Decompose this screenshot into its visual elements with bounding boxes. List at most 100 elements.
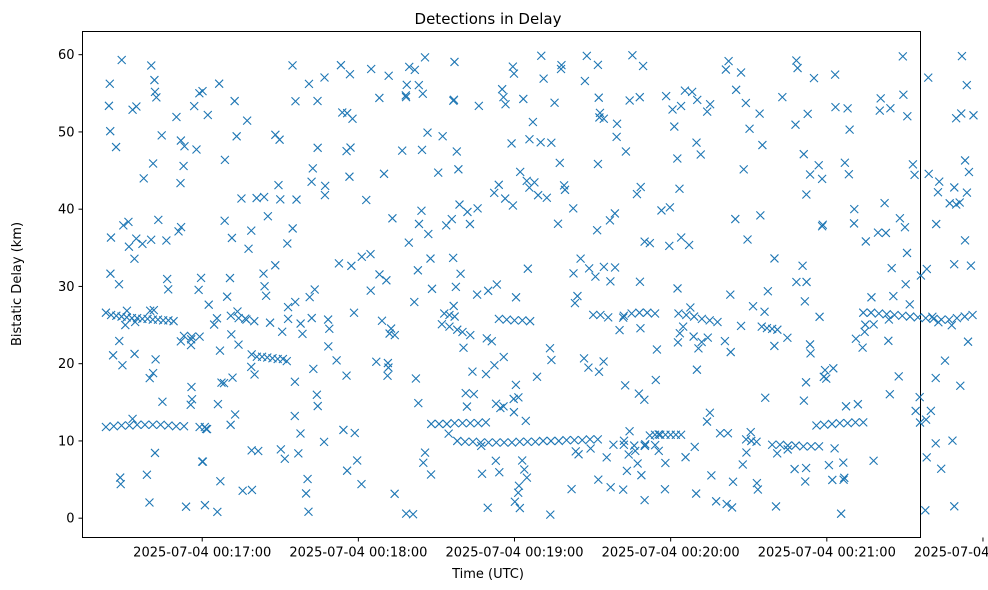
noise-point-336 xyxy=(772,448,782,458)
noise-point-278 xyxy=(397,146,407,155)
noise-point-483 xyxy=(176,337,186,346)
noise-point-480 xyxy=(605,216,615,225)
track-point-33 xyxy=(249,316,259,326)
noise-point-69 xyxy=(692,95,702,105)
noise-point-21 xyxy=(705,99,715,109)
noise-point-344 xyxy=(247,445,257,455)
noise-point-280 xyxy=(923,73,933,83)
noise-point-169 xyxy=(553,219,563,229)
noise-point-426 xyxy=(619,436,629,446)
noise-point-378 xyxy=(518,94,528,104)
noise-point-262 xyxy=(246,362,256,372)
noise-point-512 xyxy=(482,333,492,343)
noise-point-267 xyxy=(692,138,701,148)
track-point-58 xyxy=(465,330,475,340)
track-point-55 xyxy=(445,322,454,331)
noise-point-389 xyxy=(660,484,670,494)
noise-point-295 xyxy=(308,163,318,173)
noise-point-434 xyxy=(198,86,207,96)
x-axis: 2025-07-04 00:17:00 2025-07-04 00:18:00 20… xyxy=(133,537,988,561)
track-point-137 xyxy=(897,311,907,321)
track-point-26 xyxy=(187,332,197,342)
noise-point-377 xyxy=(746,427,756,437)
noise-point-329 xyxy=(423,128,432,137)
noise-point-46 xyxy=(545,343,555,353)
track-point-40 xyxy=(278,354,288,364)
noise-point-500 xyxy=(481,369,491,379)
track-point-63 xyxy=(484,438,493,447)
noise-point-501 xyxy=(672,154,682,163)
noise-point-484 xyxy=(790,464,799,474)
noise-point-187 xyxy=(886,103,895,113)
noise-point-157 xyxy=(654,430,664,439)
noise-point-363 xyxy=(247,485,257,495)
noise-point-248 xyxy=(676,233,686,242)
noise-point-398 xyxy=(308,364,318,374)
noise-point-461 xyxy=(634,389,644,398)
noise-point-358 xyxy=(690,442,700,452)
noise-point-318 xyxy=(145,373,155,383)
track-point-52 xyxy=(439,309,449,318)
noise-point-68 xyxy=(324,324,334,334)
noise-point-265 xyxy=(591,272,600,281)
noise-point-286 xyxy=(128,414,137,424)
noise-point-361 xyxy=(963,337,973,347)
track-point-45 xyxy=(434,419,444,429)
noise-point-261 xyxy=(681,452,690,462)
noise-point-331 xyxy=(401,91,411,100)
noise-point-380 xyxy=(556,64,566,74)
track-point-80 xyxy=(510,316,519,325)
noise-point-236 xyxy=(296,319,305,328)
noise-point-494 xyxy=(814,160,824,170)
noise-point-200 xyxy=(602,453,612,462)
track-point-118 xyxy=(767,440,777,450)
track-point-76 xyxy=(585,435,595,444)
noise-point-386 xyxy=(477,469,487,479)
noise-point-199 xyxy=(736,321,746,331)
noise-point-30 xyxy=(593,475,603,485)
track-point-24 xyxy=(179,421,189,431)
noise-point-448 xyxy=(636,182,646,192)
noise-point-170 xyxy=(830,444,839,453)
noise-point-203 xyxy=(346,143,355,152)
noise-point-474 xyxy=(827,475,837,485)
noise-point-521 xyxy=(845,125,855,135)
y-tick-label-6: 60 xyxy=(58,48,75,63)
noise-point-238 xyxy=(625,426,634,436)
noise-point-447 xyxy=(214,79,224,89)
noise-point-151 xyxy=(806,348,815,358)
noise-point-393 xyxy=(949,183,959,192)
track-point-77 xyxy=(593,435,603,444)
track-point-90 xyxy=(627,309,637,318)
data-points xyxy=(101,50,978,520)
noise-point-473 xyxy=(410,65,420,75)
noise-point-120 xyxy=(452,147,462,156)
noise-point-50 xyxy=(624,450,634,459)
track-point-29 xyxy=(200,422,210,432)
noise-point-463 xyxy=(727,503,737,512)
noise-point-232 xyxy=(803,109,813,119)
noise-point-29 xyxy=(162,274,172,284)
noise-point-181 xyxy=(960,156,970,165)
noise-point-6 xyxy=(438,131,448,141)
noise-point-66 xyxy=(625,96,635,105)
noise-point-375 xyxy=(275,194,285,204)
noise-point-13 xyxy=(593,60,603,70)
track-point-85 xyxy=(609,440,618,450)
noise-point-539 xyxy=(801,190,811,199)
x-tick-label-4: 2025-07-04 00:21:00 xyxy=(758,546,896,561)
noise-point-288 xyxy=(465,219,475,229)
noise-point-223 xyxy=(404,62,414,72)
noise-point-91 xyxy=(366,286,376,296)
noise-point-345 xyxy=(739,164,749,174)
y-tick-label-3: 30 xyxy=(58,280,75,295)
noise-point-453 xyxy=(743,235,752,244)
noise-point-532 xyxy=(948,436,957,446)
track-point-119 xyxy=(775,440,785,450)
noise-point-395 xyxy=(298,329,307,339)
y-axis-label: Bistatic Delay (km) xyxy=(10,222,25,346)
noise-point-450 xyxy=(612,132,622,142)
noise-point-62 xyxy=(212,313,222,323)
noise-point-517 xyxy=(678,322,688,332)
track-point-21 xyxy=(156,420,165,430)
